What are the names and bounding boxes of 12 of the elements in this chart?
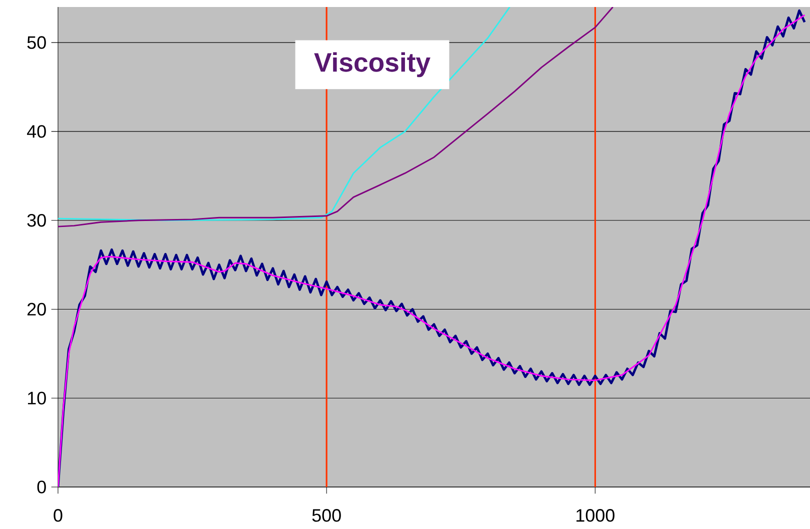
x-tick-label: 500 <box>312 509 341 522</box>
y-tick-label: 40 <box>27 125 46 138</box>
annotation: Viscosity <box>314 52 430 78</box>
y-tick-label: 10 <box>28 392 46 404</box>
y-tick-label: 30 <box>27 214 46 227</box>
line-series <box>58 7 510 222</box>
x-tick-label: 0 <box>54 509 62 522</box>
y-tick-label: 50 <box>27 36 46 49</box>
y-tick-label: 0 <box>37 480 46 494</box>
x-tick-label: 1000 <box>576 509 614 522</box>
y-tick-label: 20 <box>28 302 46 316</box>
line-series <box>58 7 614 228</box>
